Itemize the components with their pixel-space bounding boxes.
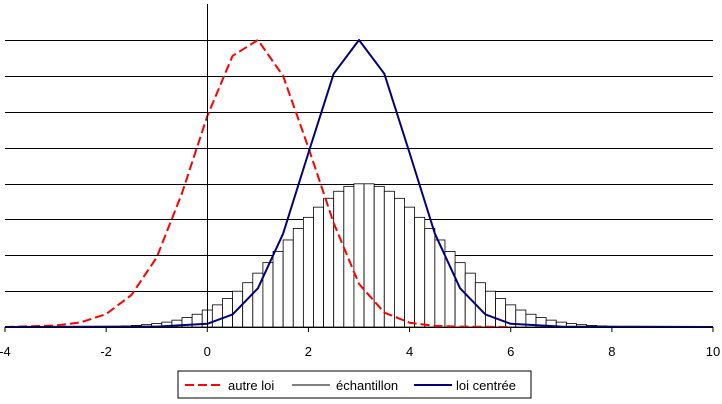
histogram-bar bbox=[343, 185, 355, 328]
x-tick-label: 0 bbox=[204, 344, 211, 359]
histogram-bar bbox=[242, 282, 254, 328]
axes bbox=[4, 4, 714, 332]
series-line-loi-centree bbox=[4, 39, 714, 328]
x-tick-label: 10 bbox=[706, 344, 720, 359]
histogram-bar bbox=[404, 206, 416, 328]
series-lines bbox=[4, 39, 714, 328]
series-line-autre-loi bbox=[4, 39, 511, 328]
x-tick-label: 8 bbox=[608, 344, 615, 359]
legend: autre loi échantillon loi centrée bbox=[177, 370, 532, 399]
histogram-bar bbox=[333, 190, 345, 328]
histogram-bar bbox=[292, 228, 304, 328]
x-tick-label: 4 bbox=[406, 344, 413, 359]
histogram-bars bbox=[50, 183, 689, 328]
histogram-bar bbox=[313, 206, 324, 328]
histogram-bar bbox=[495, 298, 507, 328]
histogram-bar bbox=[393, 197, 405, 328]
x-tick-label: 2 bbox=[305, 344, 312, 359]
x-tick-label: 6 bbox=[507, 344, 514, 359]
histogram-bar bbox=[485, 290, 496, 328]
legend-label-loi-centree: loi centrée bbox=[456, 378, 516, 393]
histogram-bar bbox=[272, 251, 284, 328]
legend-label-echantillon: échantillon bbox=[336, 378, 398, 393]
histogram-bar bbox=[414, 216, 426, 328]
histogram-bar bbox=[282, 239, 294, 328]
histogram-bar bbox=[222, 298, 233, 328]
histogram-bar bbox=[454, 262, 466, 328]
x-tick-label: -2 bbox=[100, 344, 112, 359]
histogram-bar bbox=[211, 304, 223, 328]
legend-label-autre-loi: autre loi bbox=[228, 378, 274, 393]
histogram-bar bbox=[302, 216, 314, 328]
histogram-bar bbox=[353, 183, 365, 328]
histogram-bar bbox=[424, 228, 436, 328]
x-tick-labels: -4 -2 0 2 4 6 8 10 bbox=[0, 344, 720, 359]
histogram-bar bbox=[363, 183, 375, 328]
legend-box bbox=[177, 370, 532, 399]
histogram-bar bbox=[383, 190, 395, 328]
histogram-bar bbox=[444, 251, 456, 328]
x-tick-label: -4 bbox=[0, 344, 11, 359]
